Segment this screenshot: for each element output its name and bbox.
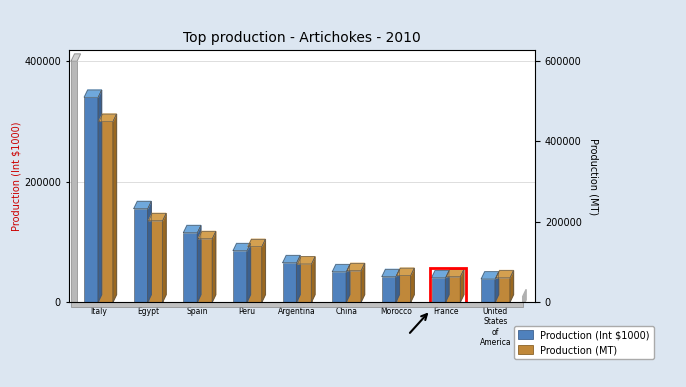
Polygon shape [98, 90, 102, 302]
Bar [298, 264, 311, 302]
Polygon shape [248, 239, 265, 247]
Polygon shape [147, 201, 151, 302]
Polygon shape [482, 272, 499, 279]
Polygon shape [298, 257, 315, 264]
Polygon shape [71, 54, 80, 61]
Polygon shape [332, 265, 350, 272]
Polygon shape [447, 269, 464, 277]
Polygon shape [134, 201, 151, 209]
Title: Top production - Artichokes - 2010: Top production - Artichokes - 2010 [183, 31, 421, 45]
Polygon shape [233, 243, 250, 251]
Polygon shape [495, 272, 499, 302]
Bar [99, 121, 113, 302]
Polygon shape [262, 239, 265, 302]
Bar [134, 209, 147, 302]
Polygon shape [411, 268, 414, 302]
Bar [71, 302, 523, 307]
Y-axis label: Production (Int $1000): Production (Int $1000) [11, 122, 21, 231]
Bar [482, 279, 495, 302]
Polygon shape [496, 271, 514, 278]
Bar [332, 272, 346, 302]
Polygon shape [183, 226, 201, 233]
Polygon shape [460, 269, 464, 302]
Bar [183, 233, 198, 302]
Polygon shape [396, 269, 399, 302]
Polygon shape [510, 271, 514, 302]
Polygon shape [163, 213, 166, 302]
Polygon shape [311, 257, 315, 302]
Polygon shape [431, 271, 449, 278]
Polygon shape [212, 231, 215, 302]
Polygon shape [99, 114, 117, 121]
Bar [347, 271, 361, 302]
Polygon shape [361, 263, 365, 302]
Bar [248, 247, 262, 302]
Bar [447, 277, 460, 302]
Bar [233, 251, 247, 302]
Bar [149, 221, 163, 302]
Bar [431, 278, 445, 302]
Polygon shape [523, 289, 526, 307]
Polygon shape [84, 90, 102, 97]
Polygon shape [296, 255, 300, 302]
Bar [429, 268, 466, 304]
Polygon shape [198, 231, 215, 239]
Polygon shape [347, 263, 365, 271]
Polygon shape [283, 255, 300, 263]
Bar [397, 276, 411, 302]
Bar [283, 263, 296, 302]
Polygon shape [382, 269, 399, 277]
Polygon shape [397, 268, 414, 276]
Bar [496, 278, 510, 302]
Legend: Production (Int $1000), Production (MT): Production (Int $1000), Production (MT) [514, 326, 654, 359]
Bar [71, 61, 77, 302]
Bar [84, 97, 98, 302]
Polygon shape [149, 213, 166, 221]
Polygon shape [346, 265, 350, 302]
Polygon shape [198, 226, 201, 302]
Polygon shape [247, 243, 250, 302]
Polygon shape [113, 114, 117, 302]
Polygon shape [445, 271, 449, 302]
Bar [382, 277, 396, 302]
Bar [198, 239, 212, 302]
Y-axis label: Production (MT): Production (MT) [589, 137, 598, 215]
